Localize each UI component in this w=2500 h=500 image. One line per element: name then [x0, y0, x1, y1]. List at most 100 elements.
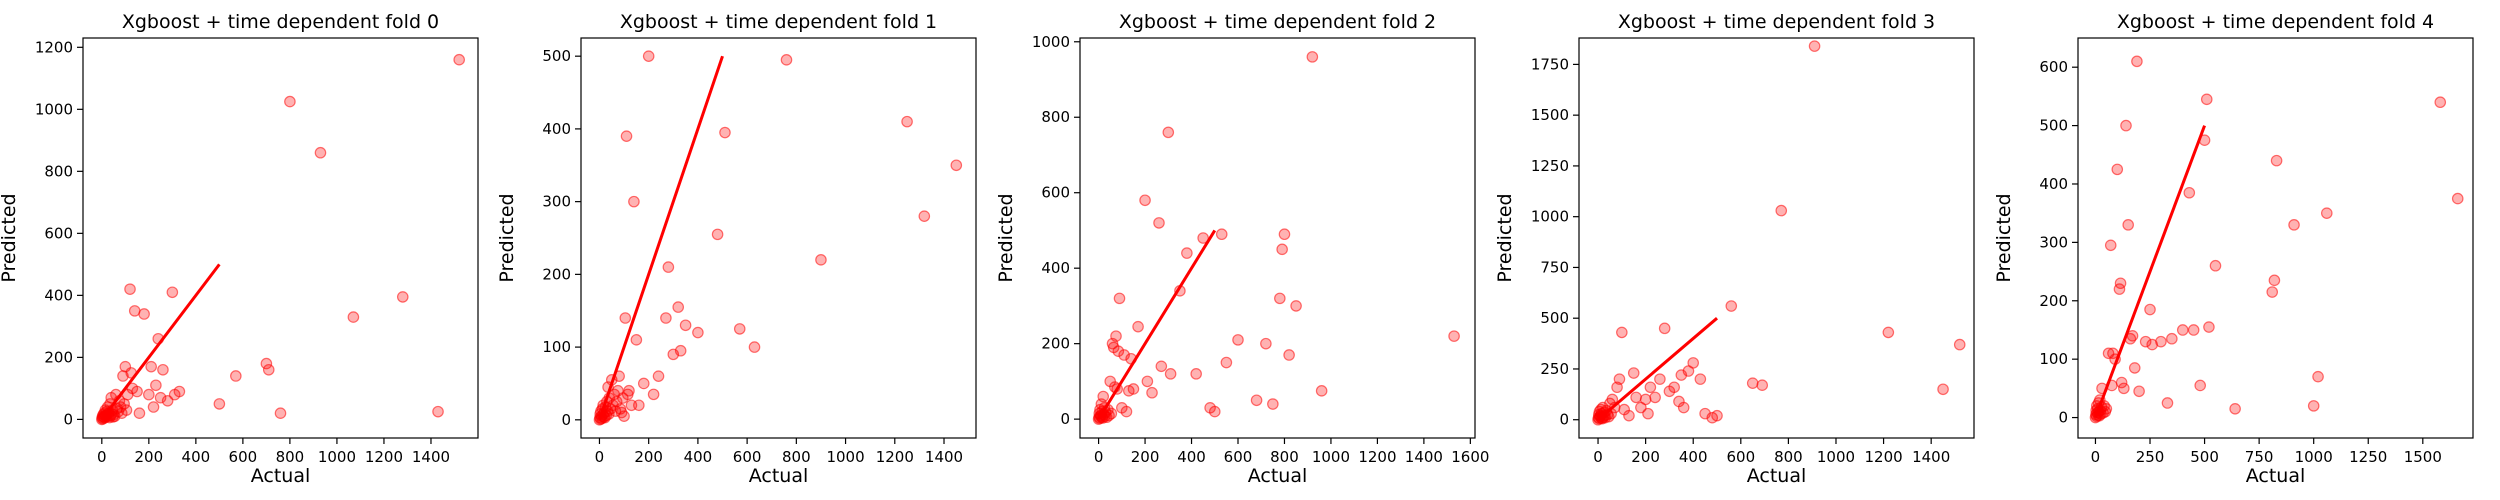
data-point — [620, 130, 633, 142]
data-point — [1687, 357, 1700, 369]
y-tick-label: 1500 — [1531, 106, 1569, 124]
x-axis-label: Actual — [749, 465, 809, 487]
data-point — [347, 311, 360, 323]
x-tick-label: 800 — [1270, 448, 1299, 466]
data-point — [1711, 409, 1723, 422]
y-tick-label: 600 — [1041, 184, 1070, 202]
data-point — [2312, 370, 2324, 383]
data-point — [2209, 259, 2222, 272]
x-tick-label: 0 — [97, 448, 107, 466]
data-point — [2187, 324, 2200, 336]
data-point — [1937, 383, 1949, 396]
y-tick-label: 1000 — [35, 100, 73, 118]
y-axis-label: Predicted — [995, 193, 1017, 282]
data-point — [2268, 274, 2281, 287]
data-point — [1746, 377, 1759, 389]
data-point — [1623, 409, 1635, 422]
y-tick-label: 200 — [542, 265, 571, 283]
data-point — [2288, 219, 2300, 231]
x-tick-label: 200 — [1131, 448, 1160, 466]
x-tick-label: 400 — [1177, 448, 1206, 466]
chart-panel-3: Xgboost + time dependent fold 3 0 200 400 60… — [1494, 11, 1975, 487]
y-tick-label: 500 — [1540, 309, 1569, 327]
reference-line — [598, 55, 724, 421]
data-point — [2434, 96, 2447, 109]
x-tick-label: 1400 — [1912, 448, 1950, 466]
data-point — [1208, 405, 1221, 418]
data-point — [1808, 40, 1821, 52]
data-point — [815, 254, 827, 266]
y-tick-label: 500 — [2039, 117, 2068, 135]
x-tick-label: 1400 — [925, 448, 963, 466]
data-point — [131, 385, 143, 398]
data-point — [1694, 373, 1707, 385]
data-point — [748, 341, 761, 353]
y-axis-label: Predicted — [0, 193, 20, 282]
x-axis-label: Actual — [2246, 465, 2306, 487]
data-point — [679, 319, 692, 332]
data-point — [1097, 390, 1110, 403]
data-point — [1668, 381, 1680, 394]
data-point — [780, 54, 793, 66]
data-point — [1658, 322, 1671, 335]
data-point — [1113, 292, 1126, 305]
data-point — [1155, 360, 1168, 373]
data-point — [1141, 375, 1154, 388]
data-point — [672, 301, 685, 313]
chart-title: Xgboost + time dependent fold 0 — [122, 11, 439, 33]
plot-frame — [82, 37, 479, 439]
data-point — [630, 334, 643, 346]
data-point — [1306, 51, 1319, 63]
x-tick-label: 200 — [634, 448, 663, 466]
y-tick-label: 200 — [1041, 335, 1070, 353]
y-axis-label: Predicted — [1993, 193, 2015, 282]
y-tick-label: 0 — [63, 410, 73, 428]
data-point — [284, 95, 296, 108]
data-point — [1725, 300, 1738, 312]
data-point — [2307, 400, 2320, 412]
y-axis-label: Predicted — [1494, 193, 1516, 282]
x-tick-label: 1400 — [1405, 448, 1443, 466]
x-tick-label: 500 — [2190, 448, 2219, 466]
y-tick-label: 400 — [44, 286, 73, 304]
data-point — [154, 391, 167, 404]
data-point — [213, 398, 226, 410]
x-axis-label: Actual — [251, 465, 311, 487]
y-tick-label: 100 — [542, 338, 571, 356]
x-axis-label: Actual — [1747, 465, 1807, 487]
data-point — [2131, 55, 2143, 68]
x-tick-label: 1250 — [2349, 448, 2387, 466]
data-point — [633, 399, 645, 412]
data-point — [2270, 154, 2283, 167]
data-point — [1642, 407, 1654, 420]
y-tick-label: 0 — [2058, 409, 2068, 427]
data-point — [692, 326, 704, 339]
data-point — [1250, 394, 1263, 407]
y-tick-label: 0 — [561, 411, 571, 429]
x-tick-label: 250 — [2136, 448, 2165, 466]
data-point — [1120, 405, 1133, 418]
chart-title: Xgboost + time dependent fold 1 — [620, 11, 937, 33]
data-point — [1654, 373, 1666, 385]
y-tick-label: 300 — [542, 193, 571, 211]
x-tick-label: 1400 — [412, 448, 450, 466]
x-tick-label: 800 — [782, 448, 811, 466]
data-point — [719, 126, 731, 139]
data-point — [1448, 330, 1460, 342]
data-point — [1260, 337, 1272, 350]
data-point — [2266, 286, 2279, 298]
data-point — [2203, 321, 2215, 333]
y-tick-label: 0 — [1559, 411, 1569, 429]
data-point — [660, 312, 672, 324]
data-point — [1153, 217, 1165, 229]
data-point — [2229, 403, 2241, 415]
data-point — [262, 363, 275, 376]
y-tick-label: 400 — [1041, 259, 1070, 277]
x-tick-label: 200 — [135, 448, 164, 466]
data-point — [2100, 403, 2113, 415]
reference-line — [100, 263, 221, 421]
data-point — [1274, 292, 1286, 305]
chart-panel-2: Xgboost + time dependent fold 2 0 200 400 60… — [995, 11, 1489, 487]
reference-line — [1597, 317, 1718, 421]
